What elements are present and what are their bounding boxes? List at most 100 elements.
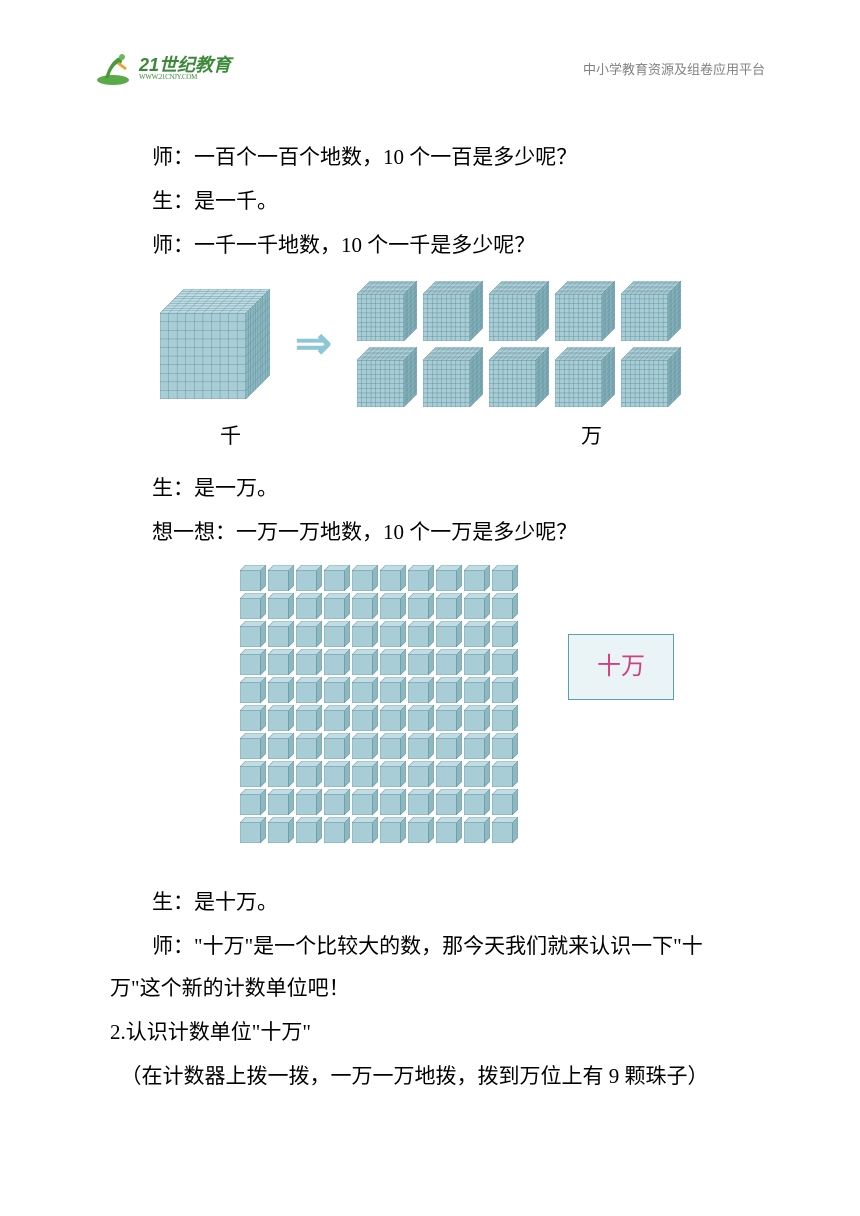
cube-tiny bbox=[464, 787, 490, 813]
cube-tiny bbox=[492, 647, 518, 673]
cube-tiny bbox=[240, 787, 266, 813]
cube-tiny bbox=[324, 675, 350, 701]
cube-tiny bbox=[296, 703, 322, 729]
cube-tiny bbox=[436, 731, 462, 757]
dialogue-line-6: 生：是十万。 bbox=[110, 881, 750, 923]
cube-tiny bbox=[492, 759, 518, 785]
cube-tiny bbox=[240, 591, 266, 617]
cube-tiny bbox=[380, 647, 406, 673]
cube-tiny bbox=[464, 563, 490, 589]
cube-tiny bbox=[492, 591, 518, 617]
cube-tiny bbox=[408, 619, 434, 645]
label-wan: 万 bbox=[581, 415, 602, 457]
cube-tiny bbox=[492, 619, 518, 645]
cube-grid-100 bbox=[240, 563, 518, 841]
label-thousand: 千 bbox=[220, 415, 241, 457]
badge-shiwan: 十万 bbox=[568, 634, 674, 700]
cube-small bbox=[555, 281, 615, 341]
cube-tiny bbox=[296, 815, 322, 841]
page-header: 21世纪教育 WWW.21CNJY.COM 中小学教育资源及组卷应用平台 bbox=[0, 0, 860, 96]
cube-tiny bbox=[492, 815, 518, 841]
main-content: 师：一百个一百个地数，10 个一百是多少呢？ 生：是一千。 师：一千一千地数，1… bbox=[0, 96, 860, 1097]
cube-tiny bbox=[352, 563, 378, 589]
cube-tiny bbox=[408, 563, 434, 589]
cube-tiny bbox=[352, 731, 378, 757]
cube-tiny bbox=[268, 563, 294, 589]
cube-tiny bbox=[408, 675, 434, 701]
cube-tiny bbox=[436, 787, 462, 813]
cube-tiny bbox=[324, 703, 350, 729]
cube-tiny bbox=[436, 703, 462, 729]
cube-tiny bbox=[268, 703, 294, 729]
cube-tiny bbox=[380, 759, 406, 785]
cube-small bbox=[423, 347, 483, 407]
cube-tiny bbox=[240, 563, 266, 589]
cube-tiny bbox=[464, 675, 490, 701]
cube-tiny bbox=[492, 563, 518, 589]
logo-text: 21世纪教育 WWW.21CNJY.COM bbox=[139, 56, 231, 81]
dialogue-line-2: 生：是一千。 bbox=[110, 180, 750, 222]
cube-tiny bbox=[380, 787, 406, 813]
section-heading: 2.认识计数单位"十万" bbox=[110, 1011, 750, 1053]
cube-diagram-thousand-to-wan: ⇒ bbox=[160, 281, 750, 407]
cube-tiny bbox=[464, 815, 490, 841]
cube-tiny bbox=[408, 787, 434, 813]
cube-tiny bbox=[268, 787, 294, 813]
arrow-icon: ⇒ bbox=[295, 300, 332, 388]
cube-tiny bbox=[296, 647, 322, 673]
cube-tiny bbox=[268, 591, 294, 617]
cube-tiny bbox=[436, 647, 462, 673]
cube-tiny bbox=[324, 787, 350, 813]
cube-tiny bbox=[352, 647, 378, 673]
cube-tiny bbox=[492, 787, 518, 813]
cube-tiny bbox=[380, 563, 406, 589]
cube-tiny bbox=[268, 759, 294, 785]
cube-tiny bbox=[296, 563, 322, 589]
cube-tiny bbox=[380, 591, 406, 617]
cube-tiny bbox=[240, 647, 266, 673]
cube-tiny bbox=[436, 759, 462, 785]
cube-tiny bbox=[352, 815, 378, 841]
cube-tiny bbox=[268, 815, 294, 841]
logo: 21世纪教育 WWW.21CNJY.COM bbox=[95, 50, 231, 86]
cube-tiny bbox=[408, 703, 434, 729]
logo-sub-text: WWW.21CNJY.COM bbox=[139, 74, 231, 81]
cube-grid-wan bbox=[357, 281, 681, 407]
cube-thousand bbox=[160, 289, 270, 399]
cube-small bbox=[357, 281, 417, 341]
cube-small bbox=[423, 281, 483, 341]
logo-main-text: 21世纪教育 bbox=[139, 56, 231, 74]
cube-tiny bbox=[436, 815, 462, 841]
cube-tiny bbox=[324, 815, 350, 841]
cube-tiny bbox=[464, 619, 490, 645]
cube-tiny bbox=[268, 675, 294, 701]
cube-tiny bbox=[464, 759, 490, 785]
cube-tiny bbox=[464, 647, 490, 673]
cube-tiny bbox=[352, 591, 378, 617]
cube-tiny bbox=[296, 731, 322, 757]
cube-tiny bbox=[296, 787, 322, 813]
cube-tiny bbox=[408, 591, 434, 617]
cube-tiny bbox=[240, 731, 266, 757]
cube-tiny bbox=[352, 787, 378, 813]
cube-tiny bbox=[352, 759, 378, 785]
cube-tiny bbox=[240, 675, 266, 701]
cube-tiny bbox=[436, 591, 462, 617]
cube-tiny bbox=[352, 675, 378, 701]
cube-tiny bbox=[492, 703, 518, 729]
cube-tiny bbox=[352, 619, 378, 645]
cube-tiny bbox=[296, 619, 322, 645]
cube-tiny bbox=[380, 703, 406, 729]
cube-small bbox=[621, 347, 681, 407]
instruction-line: （在计数器上拨一拨，一万一万地拨，拨到万位上有 9 颗珠子） bbox=[110, 1055, 750, 1097]
diagram-labels: 千 万 bbox=[110, 415, 750, 457]
cube-tiny bbox=[324, 619, 350, 645]
cube-tiny bbox=[324, 647, 350, 673]
cube-tiny bbox=[324, 731, 350, 757]
cube-tiny bbox=[380, 675, 406, 701]
cube-tiny bbox=[324, 563, 350, 589]
cube-tiny bbox=[492, 731, 518, 757]
cube-tiny bbox=[436, 619, 462, 645]
dialogue-line-4: 生：是一万。 bbox=[110, 467, 750, 509]
cube-tiny bbox=[240, 759, 266, 785]
